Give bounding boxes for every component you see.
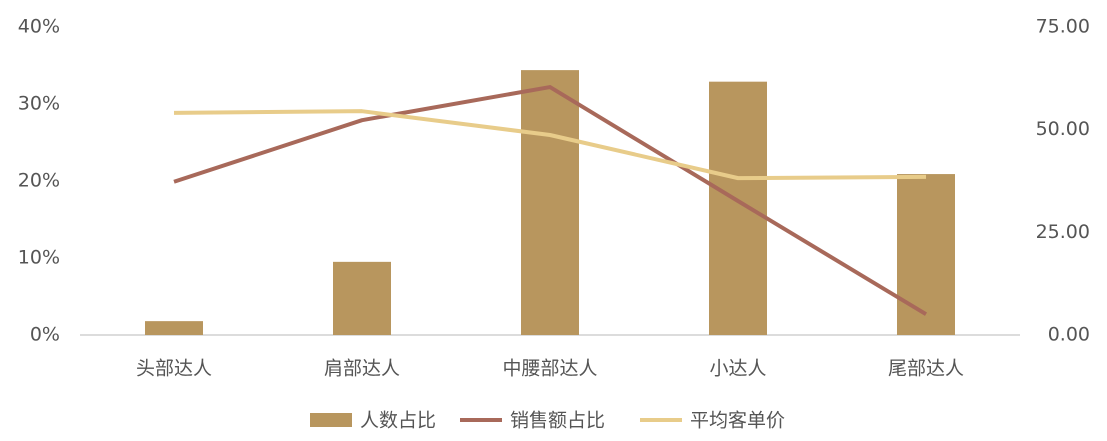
bar [145,321,203,335]
bar [333,261,391,335]
line [173,85,928,316]
x-tick-label: 尾部达人 [888,358,964,380]
y-tick-label: 40% [18,16,60,38]
y-tick-label: 30% [18,93,60,115]
x-tick-label: 中腰部达人 [502,358,597,380]
x-tick-label: 肩部达人 [324,358,400,380]
y-tick-label: 0% [30,324,60,346]
x-tick-label: 小达人 [709,358,766,380]
line [173,109,927,181]
bar [709,81,767,335]
legend-label: 人数占比 [360,410,436,432]
y2-tick-label: 25.00 [1036,221,1090,243]
legend-label: 销售额占比 [510,410,605,432]
y2-tick-label: 0.00 [1048,324,1090,346]
bar [521,70,579,336]
x-tick-label: 头部达人 [136,358,212,380]
y2-tick-label: 75.00 [1036,16,1090,38]
y-tick-label: 10% [18,247,60,269]
legend-swatch [310,413,352,427]
y2-tick-label: 50.00 [1036,118,1090,140]
legend-label: 平均客单价 [690,410,785,432]
bar [897,174,955,335]
y-tick-label: 20% [18,170,60,192]
